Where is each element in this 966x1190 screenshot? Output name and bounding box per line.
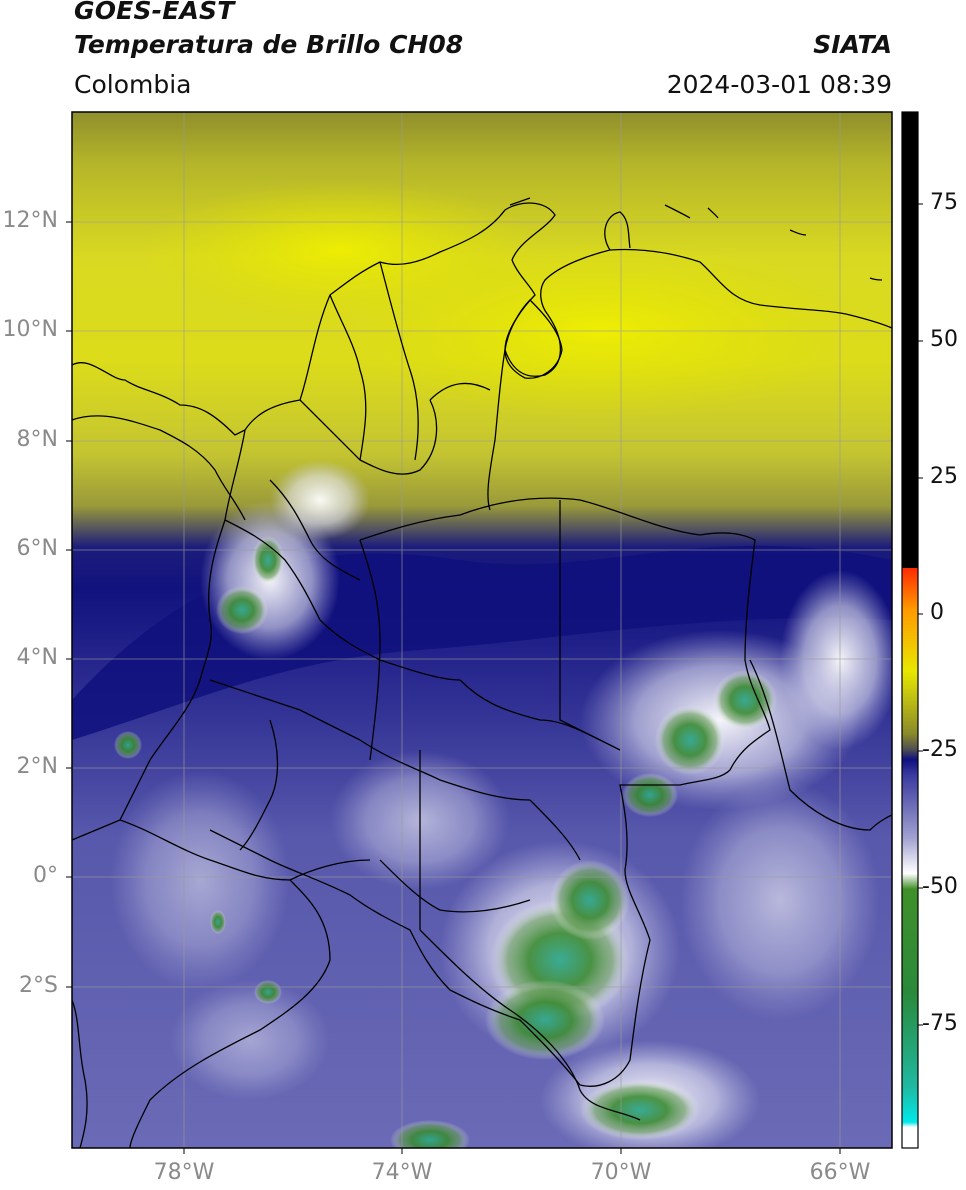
lon-label-66w: 66°W [809,1160,871,1185]
boundaries [72,197,892,1148]
lon-label-78w: 78°W [153,1160,215,1185]
lat-label-8n: 8°N [16,427,58,452]
colorbar-label-minus25: -25 [922,737,958,762]
map-frame [71,111,893,1149]
lon-label-70w: 70°W [590,1160,652,1185]
lat-label-6n: 6°N [16,536,58,561]
datetime-label: 2024-03-01 08:39 [666,70,892,99]
colorbar-label-minus50: -50 [922,874,958,899]
colorbar-label-75: 75 [930,190,958,215]
lat-label-12n: 12°N [2,208,58,233]
institution-label: SIATA [813,30,892,59]
colorbar-label-25: 25 [930,464,958,489]
colorbar-label-minus75: -75 [922,1011,958,1036]
satellite-title: GOES-EAST [74,0,235,25]
colorbar-label-50: 50 [930,327,958,352]
lon-label-74w: 74°W [371,1160,433,1185]
lat-label-2s: 2°S [19,973,58,998]
product-title: Temperatura de Brillo CH08 [74,30,464,59]
colorbar [902,112,918,1148]
lat-label-0: 0° [33,863,58,888]
lat-label-2n: 2°N [16,754,58,779]
colorbar-frame [901,111,919,1149]
colorbar-label-0: 0 [930,600,944,625]
graticule [72,112,892,1148]
brightness-temperature-field [72,112,892,1148]
region-label: Colombia [74,70,192,99]
colorbar-ticks [918,203,923,1026]
lat-label-10n: 10°N [2,317,58,342]
axis-ticks [66,221,841,1154]
lat-label-4n: 4°N [16,645,58,670]
